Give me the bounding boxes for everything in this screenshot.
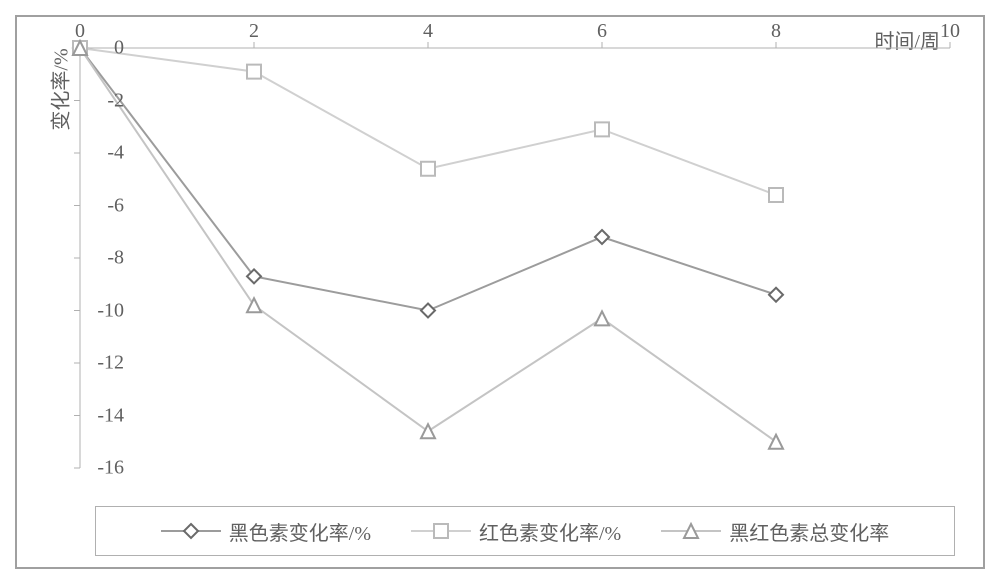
y-axis-title: 变化率/% (45, 48, 74, 130)
chart-container: 变化率/% 时间/周 0-2-4-6-8-10-12-14-160246810 … (0, 0, 1000, 584)
plot-area (80, 48, 950, 468)
y-tick-label: -10 (74, 299, 124, 322)
y-tick-label: -4 (74, 142, 124, 165)
x-tick-label: 4 (423, 20, 433, 43)
legend-marker-0 (161, 521, 221, 541)
legend-marker-1 (411, 521, 471, 541)
legend-item-1: 红色素变化率/% (411, 517, 621, 546)
y-tick-label: -2 (74, 89, 124, 112)
legend-label-1: 红色素变化率/% (479, 517, 621, 546)
legend: 黑色素变化率/% 红色素变化率/% 黑红色素总变化率 (95, 506, 955, 556)
y-tick-label: -12 (74, 352, 124, 375)
legend-item-0: 黑色素变化率/% (161, 517, 371, 546)
y-tick-label: -8 (74, 247, 124, 270)
y-tick-label: -6 (74, 194, 124, 217)
legend-marker-2 (661, 521, 721, 541)
legend-label-0: 黑色素变化率/% (229, 517, 371, 546)
x-tick-label: 0 (75, 20, 85, 43)
plot-svg (80, 48, 950, 468)
legend-item-2: 黑红色素总变化率 (661, 517, 889, 546)
x-tick-label: 2 (249, 20, 259, 43)
y-tick-label: -16 (74, 457, 124, 480)
x-tick-label: 6 (597, 20, 607, 43)
legend-label-2: 黑红色素总变化率 (729, 517, 889, 546)
x-tick-label: 10 (940, 20, 960, 43)
y-tick-label: -14 (74, 404, 124, 427)
x-tick-label: 8 (771, 20, 781, 43)
